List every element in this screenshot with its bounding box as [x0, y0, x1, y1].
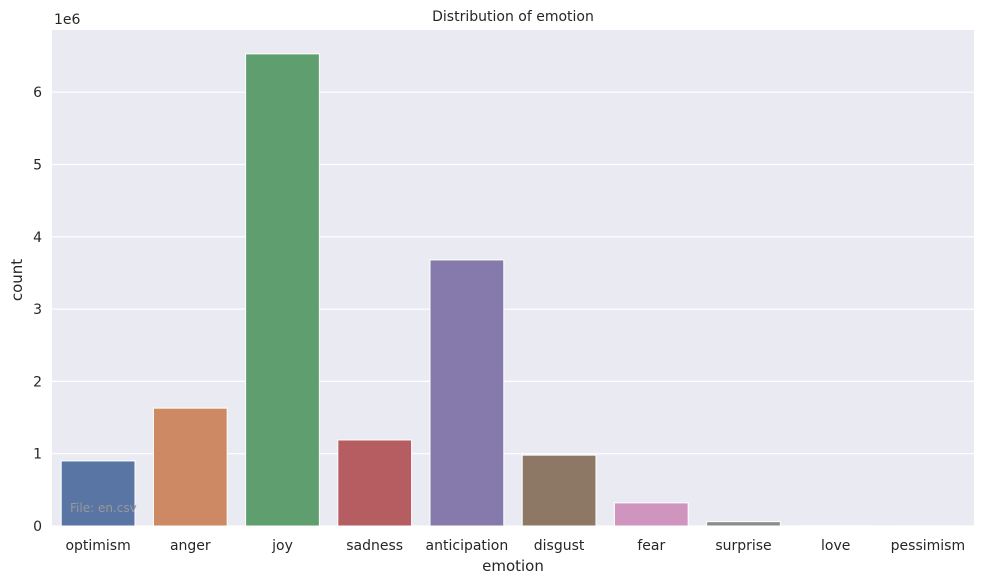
- x-tick-label-disgust: disgust: [534, 538, 585, 554]
- x-tick-label-sadness: sadness: [346, 538, 403, 554]
- x-tick-label-anger: anger: [170, 538, 211, 554]
- x-axis-label: emotion: [482, 557, 544, 575]
- file-annotation: File: en.csv: [70, 501, 137, 515]
- x-tick-label-joy: joy: [271, 538, 293, 554]
- bars: [60, 53, 966, 527]
- y-axis-label: count: [8, 259, 26, 301]
- bar-joy: [245, 53, 320, 527]
- x-tick-label-optimism: optimism: [65, 538, 130, 554]
- y-tick-label: 4: [33, 230, 42, 246]
- x-tick-label-love: love: [821, 538, 850, 554]
- y-tick-label: 2: [33, 374, 42, 390]
- x-tick-labels: optimism anger joy sadness anticipation disgu…: [65, 538, 965, 554]
- x-tick-label-surprise: surprise: [715, 538, 771, 554]
- bar-sadness: [337, 439, 413, 527]
- x-tick-label-anticipation: anticipation: [426, 538, 509, 554]
- x-tick-label-pessimism: pessimism: [891, 538, 965, 554]
- y-tick-label: 6: [33, 85, 42, 101]
- bar-surprise: [706, 521, 781, 527]
- bar-disgust: [521, 454, 597, 527]
- chart-title: Distribution of emotion: [432, 9, 594, 25]
- y-offset-label: 1e6: [54, 12, 81, 28]
- bar-anger: [152, 407, 228, 527]
- y-tick-label: 3: [33, 302, 42, 318]
- x-tick-label-fear: fear: [637, 538, 665, 554]
- bar-fear: [613, 502, 689, 527]
- y-tick-label: 0: [33, 519, 42, 535]
- y-tick-label: 1: [33, 447, 42, 463]
- y-tick-labels: 0 1 2 3 4 5 6: [33, 85, 42, 535]
- y-tick-label: 5: [33, 157, 42, 173]
- bar-anticipation: [429, 259, 505, 527]
- bar-optimism: [60, 460, 136, 527]
